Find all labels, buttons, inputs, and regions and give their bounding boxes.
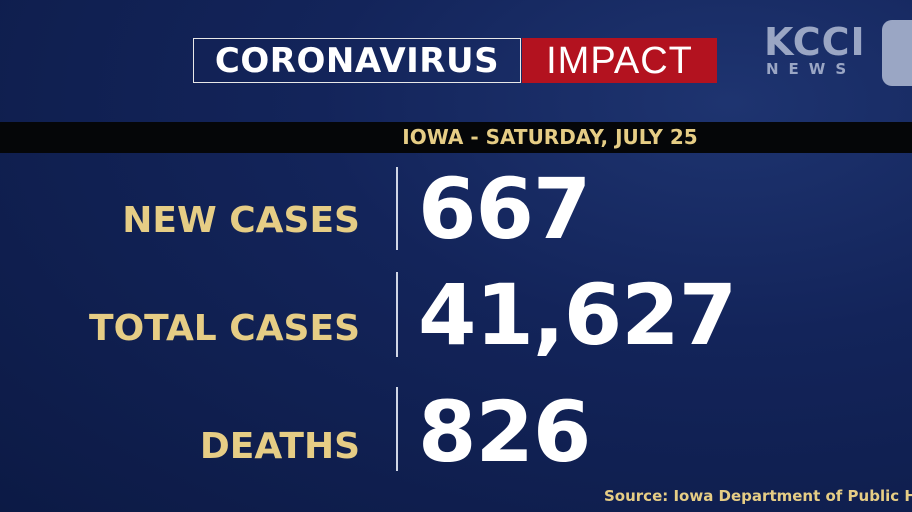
stat-label: TOTAL CASES	[89, 308, 360, 349]
stat-value: 41,627	[418, 266, 737, 364]
divider	[396, 272, 398, 357]
title-left: CORONAVIRUS	[193, 38, 521, 83]
source: Source: Iowa Department of Public Hea	[604, 487, 912, 505]
logo: KCCI	[764, 20, 866, 64]
stat-value: 826	[418, 383, 591, 481]
logo-icon	[882, 20, 912, 86]
stat-value: 667	[418, 160, 591, 258]
stat-label: NEW CASES	[122, 200, 360, 241]
title-right: IMPACT	[522, 38, 717, 83]
subheader: IOWA - SATURDAY, JULY 25	[402, 125, 698, 149]
stat-label: DEATHS	[199, 426, 360, 467]
divider	[396, 167, 398, 250]
divider	[396, 387, 398, 471]
logo-sub: NEWS	[766, 60, 857, 78]
subheader-bar	[0, 122, 912, 153]
